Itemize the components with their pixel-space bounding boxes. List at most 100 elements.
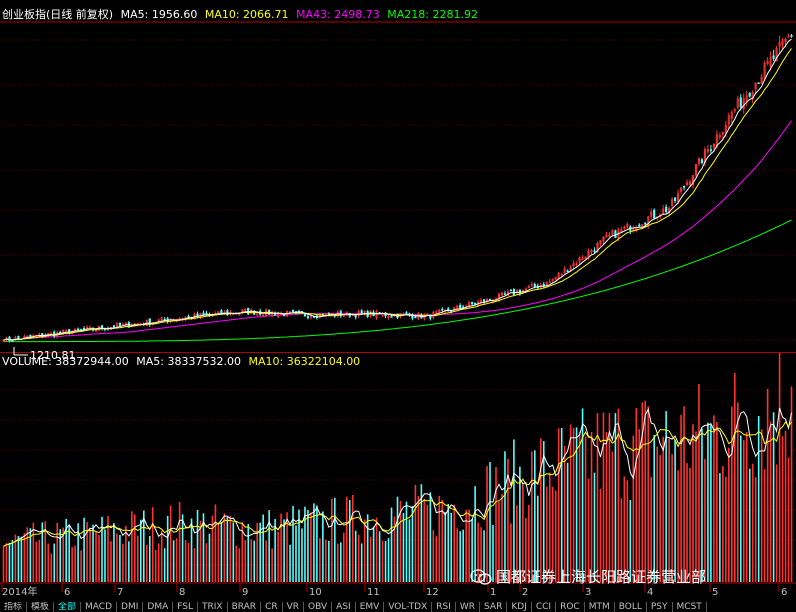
volume-bar [572, 427, 575, 582]
ma218-path [3, 219, 792, 343]
ma10-label: MA10: [204, 8, 240, 21]
candle-body [650, 211, 653, 217]
volume-bar [80, 550, 82, 582]
candle-body [14, 337, 17, 341]
volume-bar [134, 514, 136, 582]
candle-body [790, 35, 793, 37]
indicator-tab-21[interactable]: MTM [585, 602, 615, 612]
vol-ma10-value: 36322104.00 [286, 355, 361, 368]
indicator-tab-11[interactable]: OBV [304, 602, 333, 612]
volume-bar [560, 428, 563, 582]
volume-bar [617, 408, 620, 582]
indicator-tab-22[interactable]: BOLL [615, 602, 647, 612]
volume-bar [545, 486, 548, 582]
indicator-tab-24[interactable]: MCST [673, 602, 707, 612]
volume-bar [20, 536, 23, 582]
volume-bar [154, 549, 157, 582]
indicator-tab-4[interactable]: DMI [117, 602, 144, 612]
volume-bar [35, 541, 38, 582]
volume-bar [483, 530, 485, 582]
volume-bar [704, 458, 706, 582]
volume-bar [244, 540, 247, 582]
volume-bar [689, 468, 691, 582]
volume-bar [187, 543, 190, 582]
volume-bar [145, 545, 148, 582]
volume-bar [584, 436, 587, 582]
watermark-text: 国都证券上海长阳路证券营业部 [496, 568, 707, 586]
indicator-tab-7[interactable]: TRIX [198, 602, 228, 612]
indicator-tab-18[interactable]: KDJ [507, 602, 532, 612]
x-tick-label: 8 [179, 587, 185, 598]
volume-bar [298, 509, 300, 582]
indicator-tab-10[interactable]: VR [283, 602, 305, 612]
volume-bar [190, 518, 193, 582]
indicator-tab-0[interactable]: 指标 [0, 602, 28, 612]
volume-bar [104, 529, 106, 582]
candle-body [673, 197, 677, 201]
indicator-tab-3[interactable]: MACD [81, 602, 118, 612]
indicator-tab-15[interactable]: RSI [432, 602, 456, 612]
volume-header: VOLUME: 38372944.00 MA5: 38337532.00 MA1… [2, 355, 360, 368]
volume-bar [295, 525, 297, 582]
indicator-tab-5[interactable]: DMA [143, 602, 174, 612]
indicator-tab-8[interactable]: BRAR [228, 602, 262, 612]
volume-bar [477, 522, 479, 582]
volume-bar [38, 539, 41, 582]
volume-bar [235, 545, 238, 582]
indicator-tab-12[interactable]: ASI [332, 602, 356, 612]
volume-bar [271, 548, 273, 582]
candle-body [500, 292, 504, 296]
candle-body [354, 315, 357, 318]
candle-body [688, 181, 692, 186]
candle-body [482, 299, 486, 303]
volume-bar [787, 457, 790, 582]
candle-body [778, 42, 781, 47]
candle-body [474, 302, 477, 305]
candle-body [623, 226, 626, 229]
indicator-tab-19[interactable]: CCI [532, 602, 557, 612]
wechat-icon [470, 569, 492, 585]
candle-body [560, 273, 563, 276]
indicator-tab-2[interactable]: 全部 [54, 602, 82, 612]
volume-bar [142, 510, 145, 582]
volume-bar [728, 447, 730, 582]
candle-body [447, 308, 450, 312]
volume-bar [719, 473, 721, 582]
volume-bar [178, 502, 181, 582]
volume-ma-lines [3, 407, 792, 547]
candle-body [217, 311, 220, 314]
candle-body [685, 182, 689, 186]
indicator-tab-1[interactable]: 模板 [27, 602, 55, 612]
candle-body [375, 311, 378, 318]
volume-bar [5, 543, 8, 582]
candle-body [736, 98, 739, 108]
volume-bar [372, 526, 375, 582]
x-tick-label: 1 [490, 587, 496, 598]
volume-ma10-path [3, 421, 792, 547]
volume-bar [390, 507, 393, 582]
chart-grid [0, 39, 796, 566]
indicator-tab-16[interactable]: WR [456, 602, 481, 612]
volume-bar [360, 543, 363, 582]
volume-bar [578, 431, 581, 582]
volume-bar [214, 504, 217, 582]
indicator-tab-bar: 指标 模板 全部 MACD DMI DMA FSL TRIX BRAR CR VR OBV ASI EMV… [0, 602, 796, 612]
candle-body [112, 325, 116, 329]
candle-body [360, 310, 363, 314]
indicator-tab-14[interactable]: VOL-TDX [384, 602, 433, 612]
indicator-tab-20[interactable]: ROC [556, 602, 585, 612]
indicator-tab-13[interactable]: EMV [356, 602, 385, 612]
volume-bar [668, 438, 670, 582]
indicator-tab-23[interactable]: PSY [647, 602, 673, 612]
indicator-tab-17[interactable]: SAR [480, 602, 508, 612]
candle-body [23, 336, 26, 339]
volume-bar [226, 517, 229, 582]
volume-bar [408, 519, 411, 582]
volume-bar [429, 492, 432, 582]
indicator-tab-6[interactable]: FSL [173, 602, 198, 612]
volume-bar [605, 432, 608, 582]
volume-bar [510, 523, 512, 582]
indicator-tab-9[interactable]: CR [261, 602, 283, 612]
candle-body [784, 38, 787, 43]
